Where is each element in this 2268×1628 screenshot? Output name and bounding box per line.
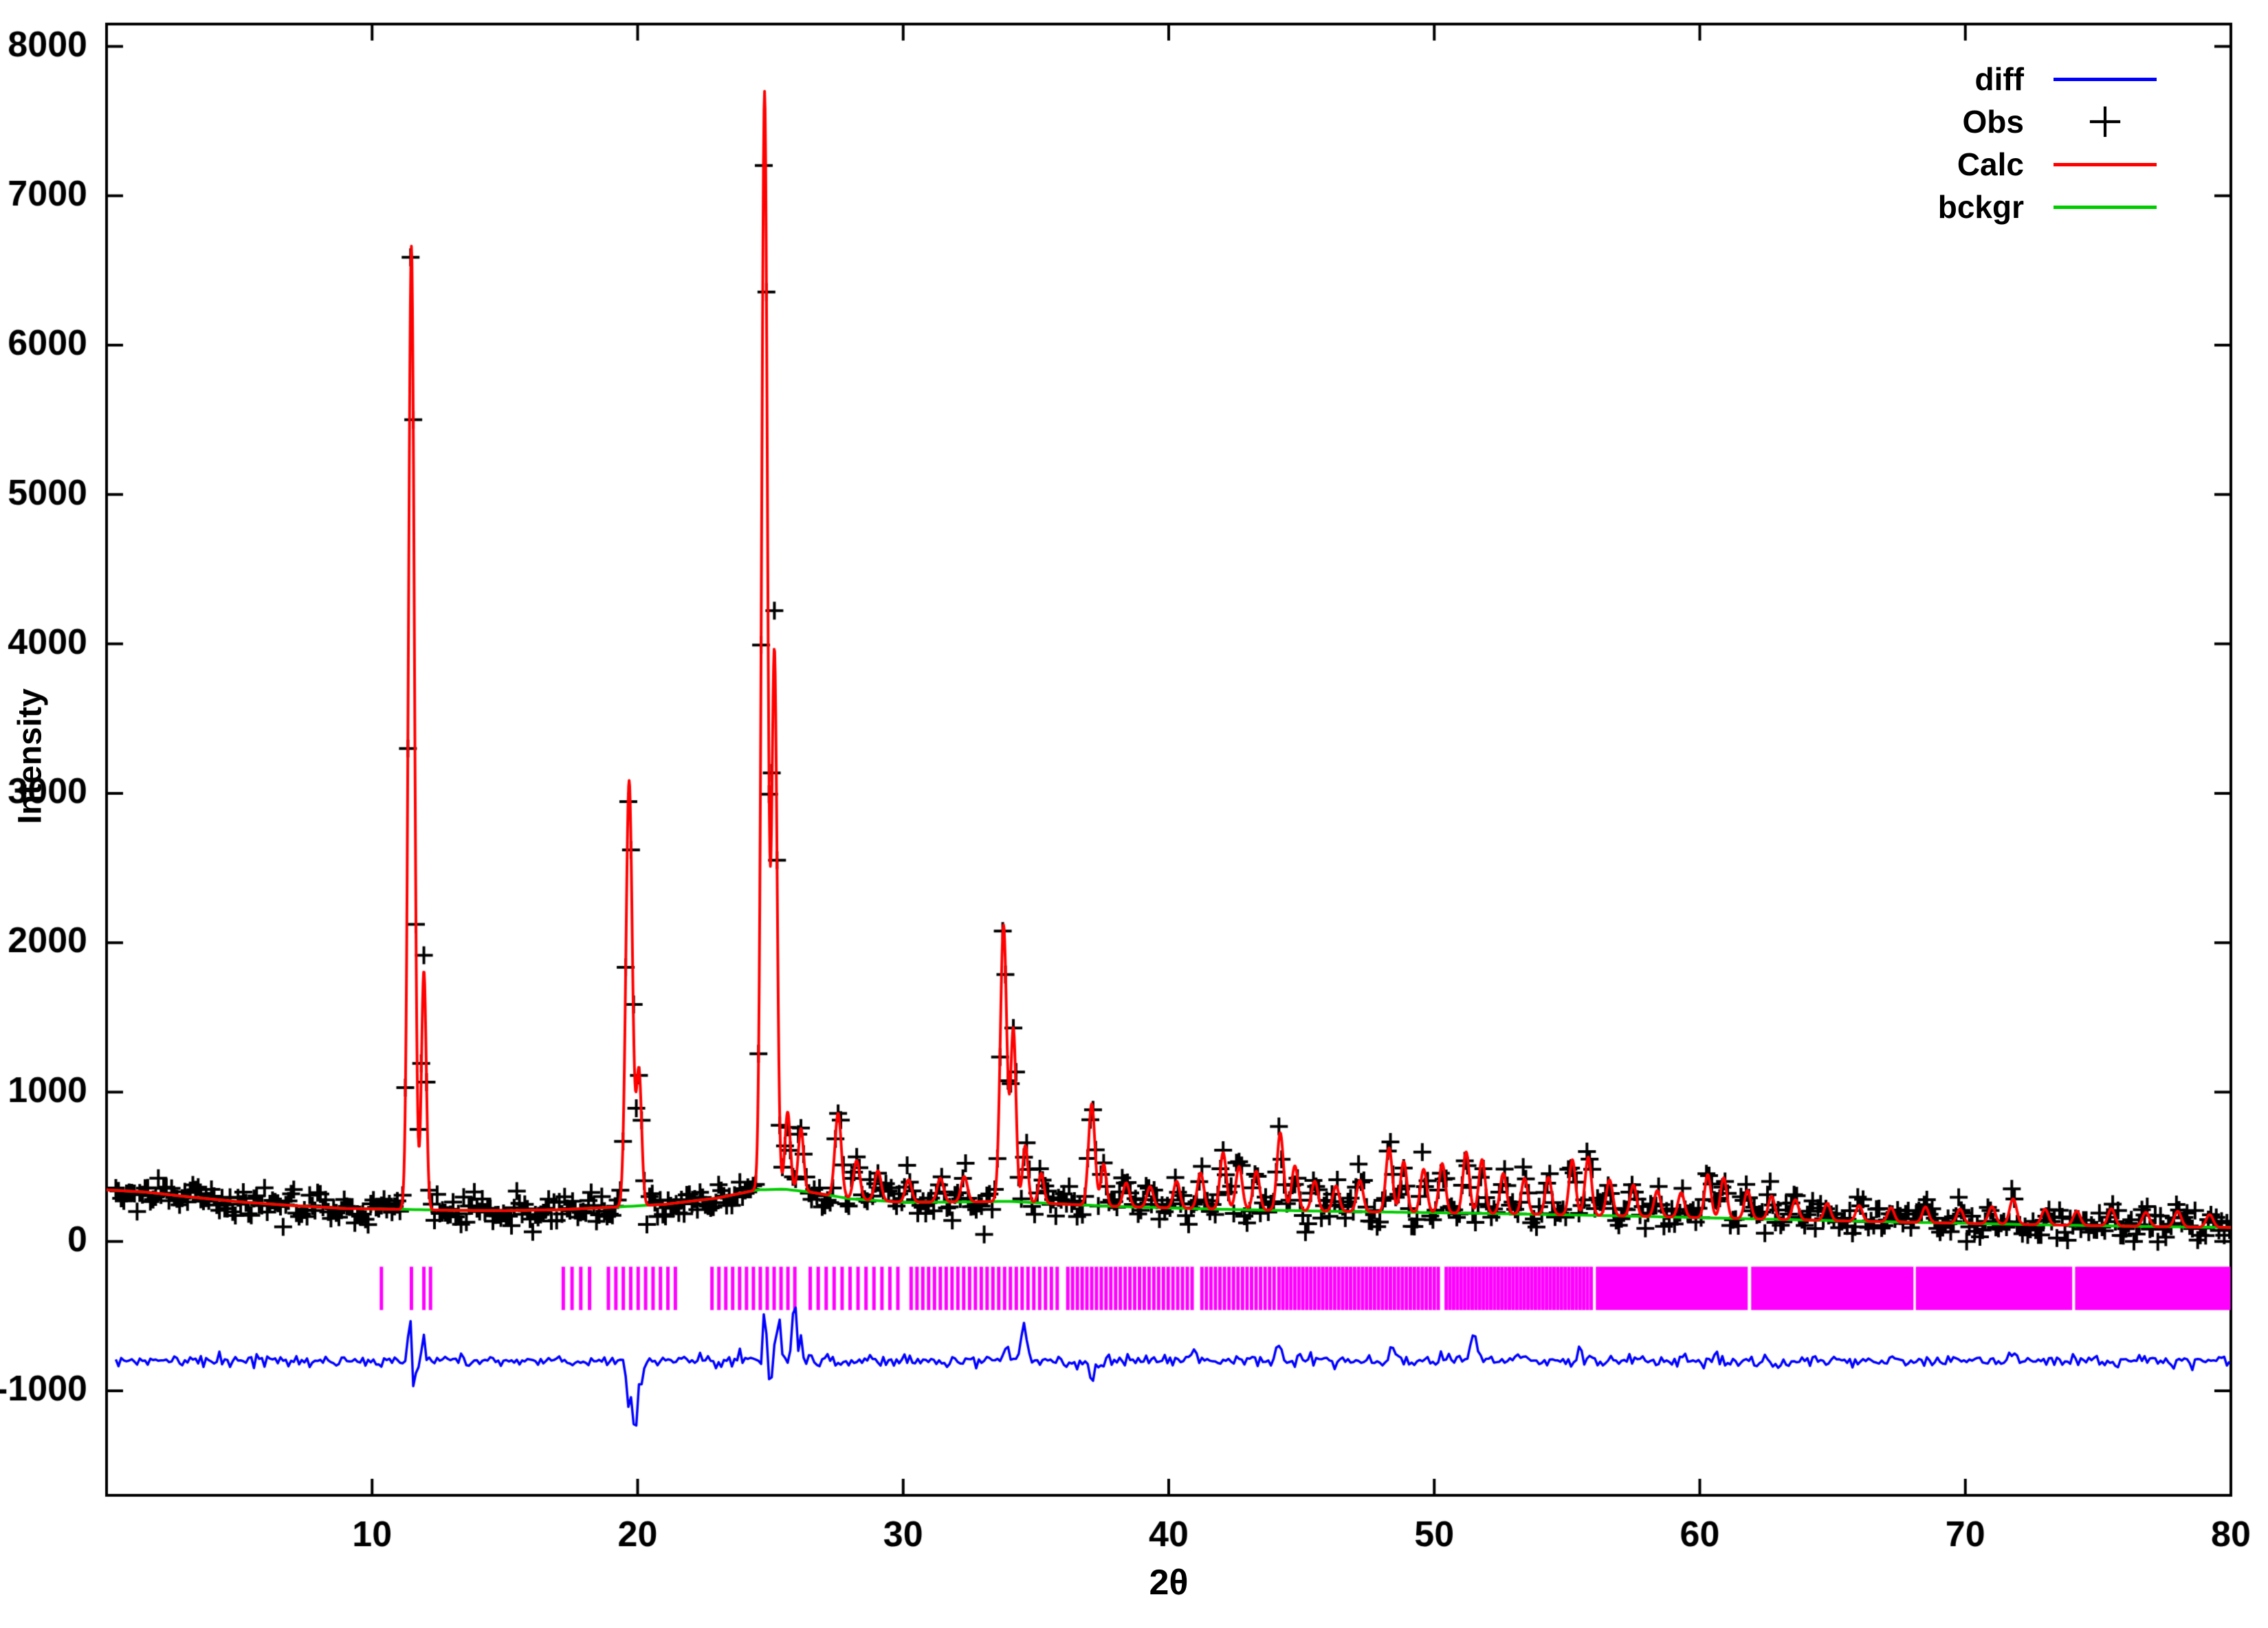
legend-label-calc: Calc <box>1957 146 2024 182</box>
obs-plus-icon <box>2045 103 2165 140</box>
y-axis-label: Intensity <box>12 688 49 824</box>
legend-item-bckgr: bckgr <box>1938 188 2165 226</box>
legend-item-diff: diff <box>1938 60 2165 98</box>
legend-label-obs: Obs <box>1962 104 2024 140</box>
bckgr-line-sample <box>2045 188 2165 226</box>
calc-line-sample <box>2045 146 2165 183</box>
diff-line-sample <box>2045 60 2165 98</box>
legend-label-bckgr: bckgr <box>1937 189 2024 225</box>
legend: diff Obs Calc bckgr <box>1938 60 2165 226</box>
legend-item-obs: Obs <box>1938 103 2165 140</box>
legend-label-diff: diff <box>1974 61 2024 97</box>
legend-item-calc: Calc <box>1938 146 2165 183</box>
x-axis-label: 2θ <box>1149 1563 1189 1603</box>
